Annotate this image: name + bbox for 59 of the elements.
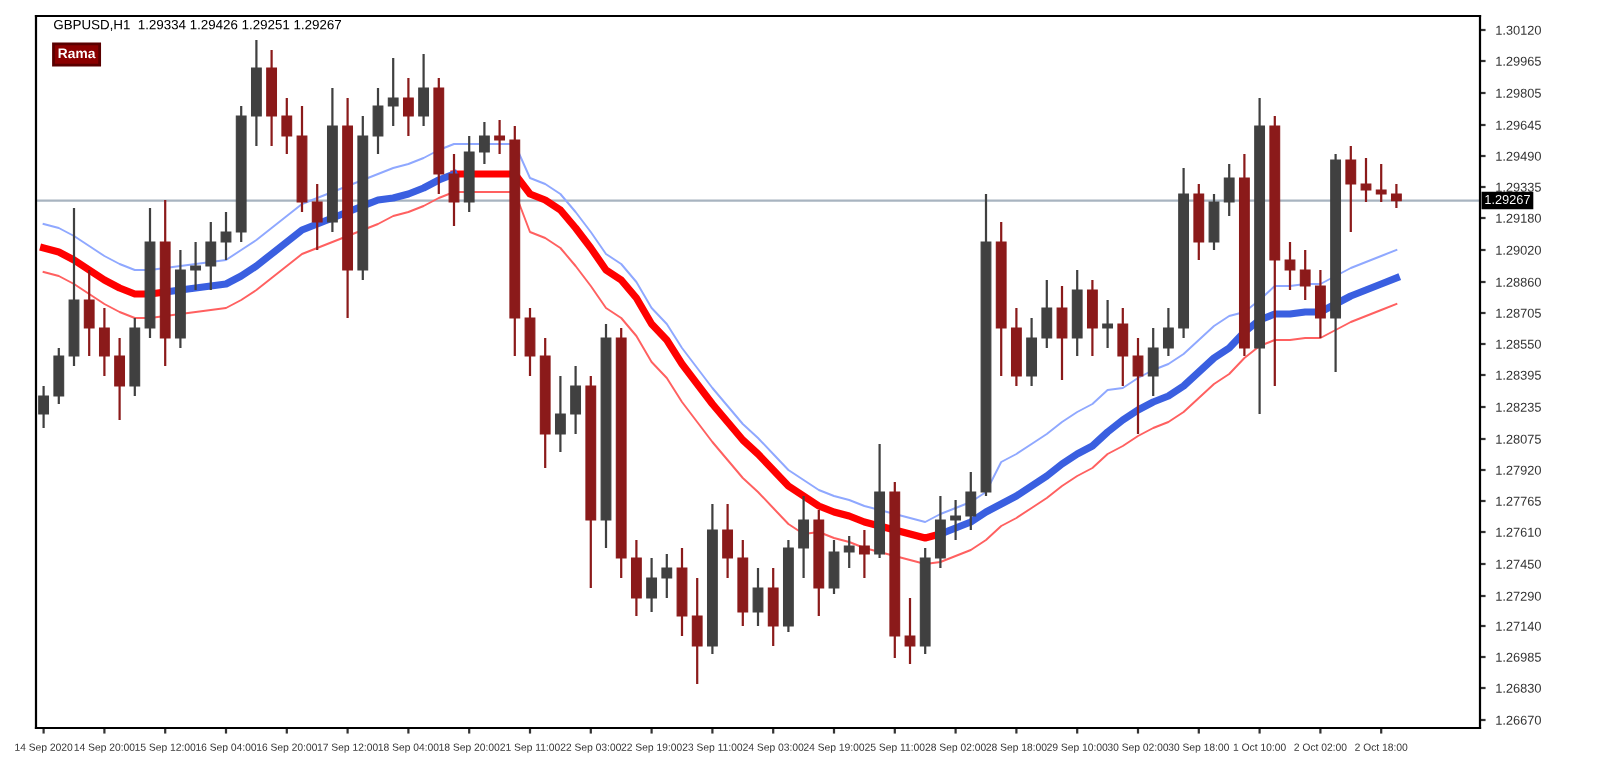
candlestick [418, 52, 430, 128]
candlestick [1041, 278, 1053, 350]
candlestick [1132, 336, 1144, 436]
candlestick [53, 346, 65, 406]
candlestick [767, 566, 779, 648]
candlestick [1056, 284, 1068, 382]
candlestick [1026, 316, 1038, 388]
candlestick [1086, 278, 1098, 358]
candlestick [858, 528, 870, 580]
candlestick [965, 470, 977, 532]
candlestick [38, 384, 50, 430]
candlestick [1284, 240, 1296, 292]
candlestick [494, 118, 506, 156]
candlestick [448, 152, 460, 228]
candlestick [646, 556, 658, 614]
candlestick [1390, 182, 1402, 210]
candlestick [661, 552, 673, 600]
candlestick [311, 182, 323, 252]
candlestick [904, 596, 916, 666]
candlestick [250, 38, 262, 148]
candlestick [1345, 144, 1357, 234]
candlestick [281, 96, 293, 156]
candlestick [478, 120, 490, 166]
candlestick [1102, 298, 1114, 350]
candlestick [691, 576, 703, 686]
candlestick [752, 566, 764, 628]
candlestick [1117, 306, 1129, 388]
candlestick [843, 534, 855, 570]
candlestick [1360, 156, 1372, 204]
candlestick [190, 240, 202, 292]
candlestick [402, 76, 414, 138]
candlestick [1147, 326, 1159, 398]
candlestick [1375, 162, 1387, 204]
candlestick [1299, 248, 1311, 302]
candlestick [524, 306, 536, 378]
candlestick [554, 374, 566, 454]
candlestick [372, 86, 384, 156]
candlestick [98, 306, 110, 378]
candlestick [1314, 268, 1326, 340]
candlestick [1223, 162, 1235, 218]
candlestick [1193, 182, 1205, 262]
candlestick [630, 538, 642, 618]
candlestick [83, 268, 95, 358]
candlestick [950, 498, 962, 542]
candlestick [1208, 192, 1220, 252]
candlestick [205, 220, 217, 292]
candlestick [722, 502, 734, 580]
candlestick [387, 56, 399, 128]
candlestick [570, 364, 582, 436]
candlestick [1071, 268, 1083, 358]
candlestick [266, 48, 278, 148]
candlestick [798, 494, 810, 580]
candlestick [114, 336, 126, 422]
candlestick [220, 210, 232, 262]
candlestick [828, 538, 840, 596]
candlestick [1162, 306, 1174, 358]
candlestick [1010, 306, 1022, 388]
candlestick [676, 546, 688, 638]
candlestick [934, 494, 946, 570]
